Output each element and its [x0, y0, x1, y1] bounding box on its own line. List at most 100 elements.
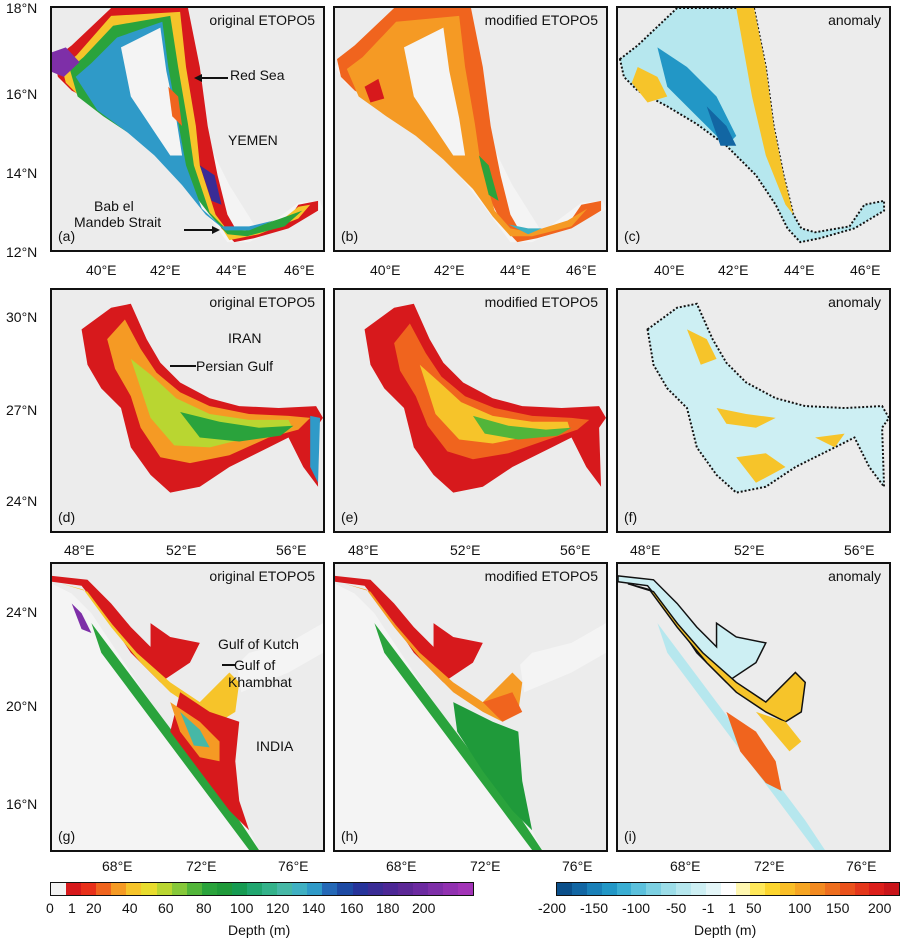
lon-tick: 48°E [630, 542, 661, 558]
colorbar-label: 80 [196, 900, 212, 916]
map-f [618, 290, 889, 531]
colorbar-swatch [51, 883, 67, 895]
colorbar-swatch [765, 883, 781, 895]
map-panel-g: original ETOPO5 (g) Gulf of Kutch Gulf o… [50, 562, 325, 852]
map-panel-h: modified ETOPO5 (h) [333, 562, 608, 852]
colorbar-label: 40 [122, 900, 138, 916]
lon-tick: 68°E [102, 858, 133, 874]
colorbar-swatch [201, 883, 217, 895]
lon-tick: 42°E [150, 262, 181, 278]
map-c [618, 8, 889, 250]
colorbar-swatch [884, 883, 900, 895]
colorbar-swatch [616, 883, 632, 895]
panel-title: anomaly [828, 568, 881, 584]
colorbar-label: 1 [68, 900, 76, 916]
colorbar-label: 60 [158, 900, 174, 916]
colorbar-swatch [397, 883, 413, 895]
panel-label: (a) [58, 228, 76, 244]
colorbar-label: -50 [666, 900, 687, 916]
lon-tick: 56°E [844, 542, 875, 558]
colorbar-swatch [750, 883, 766, 895]
lon-tick: 68°E [670, 858, 701, 874]
map-panel-e: modified ETOPO5 (e) [333, 288, 608, 533]
lat-tick: 24°N [6, 493, 38, 509]
colorbar-swatch [795, 883, 810, 895]
lon-tick: 56°E [560, 542, 591, 558]
colorbar-swatch [171, 883, 187, 895]
colorbar-swatch [262, 883, 278, 895]
colorbar-label: -150 [580, 900, 609, 916]
annotation-red-sea: Red Sea [230, 67, 285, 83]
map-i [618, 564, 889, 850]
panel-label: (i) [624, 828, 637, 844]
lon-tick: 40°E [370, 262, 401, 278]
colorbar-swatch [231, 883, 248, 895]
lon-tick: 72°E [754, 858, 785, 874]
colorbar-swatch [869, 883, 885, 895]
colorbar-label: -1 [702, 900, 715, 916]
lon-tick: 72°E [186, 858, 217, 874]
colorbar-swatch [690, 883, 706, 895]
panel-title: anomaly [828, 294, 881, 310]
colorbar-swatch [443, 883, 459, 895]
annotation-bab-el: Bab el [94, 198, 134, 214]
colorbar-swatch [382, 883, 398, 895]
colorbar-swatch [646, 883, 662, 895]
colorbar-label: 1 [728, 900, 736, 916]
colorbar-swatch [412, 883, 428, 895]
panel-label: (e) [341, 509, 359, 525]
lon-tick: 40°E [86, 262, 117, 278]
colorbar-swatch [601, 883, 617, 895]
lon-tick: 68°E [386, 858, 417, 874]
colorbar-label: -200 [538, 900, 567, 916]
colorbar-swatch [186, 883, 202, 895]
lon-tick: 46°E [284, 262, 315, 278]
map-g [52, 564, 323, 850]
panel-label: (f) [624, 509, 638, 525]
map-d [52, 290, 323, 531]
colorbar-swatch [824, 883, 840, 895]
colorbar-swatch [247, 883, 263, 895]
colorbar-swatch [839, 883, 855, 895]
colorbar-swatch [307, 883, 323, 895]
map-a [52, 8, 323, 250]
colorbar-swatch [809, 883, 825, 895]
lat-tick: 12°N [6, 244, 38, 260]
annotation-khambhat: Khambhat [228, 674, 292, 690]
lat-tick: 27°N [6, 402, 38, 418]
colorbar-swatch [458, 883, 474, 895]
colorbar-swatch [126, 883, 142, 895]
colorbar-swatch [676, 883, 691, 895]
lon-tick: 48°E [64, 542, 95, 558]
panel-title: original ETOPO5 [209, 12, 315, 28]
lat-tick: 16°N [6, 796, 38, 812]
colorbar-swatch [156, 883, 172, 895]
depth-colorbar-title: Depth (m) [228, 922, 291, 938]
anomaly-colorbar [556, 882, 900, 896]
lat-tick: 30°N [6, 309, 38, 325]
map-e [335, 290, 606, 531]
colorbar-swatch [322, 883, 338, 895]
panel-label: (h) [341, 828, 359, 844]
panel-title: modified ETOPO5 [484, 294, 598, 310]
colorbar-label: 20 [86, 900, 102, 916]
colorbar-label: 180 [376, 900, 400, 916]
lon-tick: 44°E [216, 262, 247, 278]
annotation-persian-gulf: Persian Gulf [196, 358, 274, 374]
colorbar-swatch [557, 883, 572, 895]
colorbar-swatch [720, 883, 736, 895]
colorbar-swatch [277, 883, 293, 895]
map-h [335, 564, 606, 850]
colorbar-swatch [854, 883, 870, 895]
lat-tick: 14°N [6, 165, 38, 181]
lon-tick: 76°E [562, 858, 593, 874]
annotation-yemen: YEMEN [228, 132, 278, 148]
lat-tick: 16°N [6, 86, 38, 102]
colorbar-label: 100 [230, 900, 254, 916]
panel-label: (d) [58, 509, 76, 525]
panel-title: original ETOPO5 [209, 568, 315, 584]
colorbar-swatch [96, 883, 112, 895]
colorbar-label: 200 [412, 900, 436, 916]
lat-tick: 24°N [6, 604, 38, 620]
colorbar-swatch [292, 883, 308, 895]
